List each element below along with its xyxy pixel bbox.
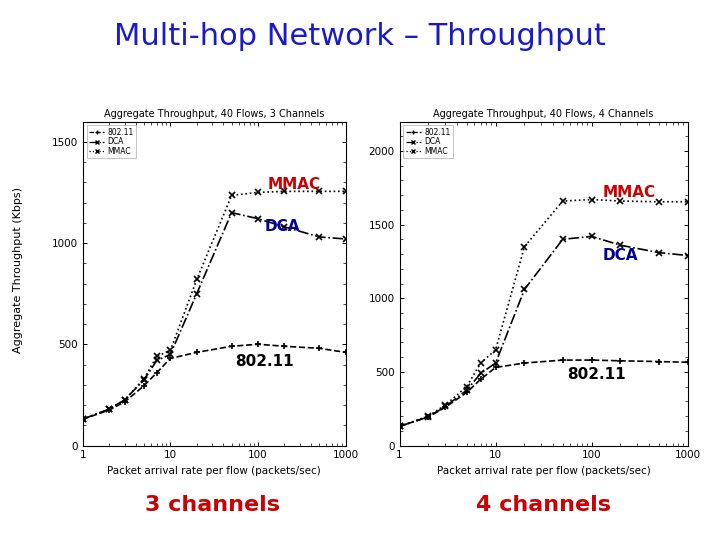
Legend: 802.11, DCA, MMAC: 802.11, DCA, MMAC [403, 125, 453, 158]
Text: MMAC: MMAC [268, 177, 321, 192]
X-axis label: Packet arrival rate per flow (packets/sec): Packet arrival rate per flow (packets/se… [107, 466, 321, 476]
Text: MMAC: MMAC [603, 185, 656, 200]
Text: 802.11: 802.11 [567, 367, 625, 382]
X-axis label: Packet arrival rate per flow (packets/sec): Packet arrival rate per flow (packets/se… [437, 466, 650, 476]
Text: DCA: DCA [265, 219, 300, 234]
Text: 3 channels: 3 channels [145, 495, 280, 515]
Title: Aggregate Throughput, 40 Flows, 3 Channels: Aggregate Throughput, 40 Flows, 3 Channe… [104, 109, 325, 119]
Title: Aggregate Throughput, 40 Flows, 4 Channels: Aggregate Throughput, 40 Flows, 4 Channe… [433, 109, 654, 119]
Text: Aggregate Throughput (Kbps): Aggregate Throughput (Kbps) [13, 187, 23, 353]
Text: 802.11: 802.11 [235, 354, 294, 368]
Text: 4 channels: 4 channels [476, 495, 611, 515]
Text: Multi-hop Network – Throughput: Multi-hop Network – Throughput [114, 22, 606, 51]
Legend: 802.11, DCA, MMAC: 802.11, DCA, MMAC [86, 125, 136, 158]
Text: DCA: DCA [603, 248, 638, 263]
